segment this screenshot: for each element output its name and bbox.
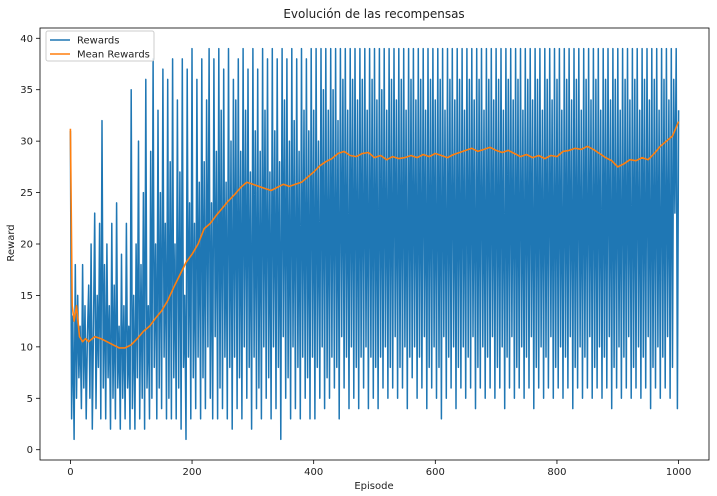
x-tick-label: 400 (304, 467, 323, 478)
series-line-mean-rewards (69, 121, 680, 349)
legend: Rewards Mean Rewards (45, 30, 155, 62)
y-axis-label: Reward (6, 224, 17, 261)
series-line-rewards (69, 47, 680, 441)
plot-area (69, 47, 680, 441)
chart-title: Evolución de las recompensas (283, 7, 464, 21)
legend-label: Rewards (77, 36, 119, 47)
y-tick-label: 30 (20, 137, 33, 148)
x-tick-label: 600 (426, 467, 445, 478)
y-tick-label: 10 (20, 342, 33, 353)
legend-box (45, 30, 155, 62)
x-tick-label: 0 (67, 467, 73, 478)
y-tick-label: 25 (20, 188, 33, 199)
y-tick-label: 5 (27, 394, 33, 405)
x-axis-label: Episode (354, 481, 393, 492)
x-axis: 0 200 400 600 800 1000 (67, 460, 691, 478)
x-tick-label: 800 (547, 467, 566, 478)
y-tick-label: 15 (20, 291, 33, 302)
y-tick-label: 35 (20, 85, 33, 96)
y-axis: 0 5 10 15 20 25 30 35 40 (20, 34, 40, 456)
legend-label: Mean Rewards (77, 50, 150, 61)
x-tick-label: 1000 (666, 467, 691, 478)
y-tick-label: 20 (20, 240, 33, 251)
x-tick-label: 200 (182, 467, 201, 478)
y-tick-label: 0 (27, 445, 33, 456)
y-tick-label: 40 (20, 34, 33, 45)
